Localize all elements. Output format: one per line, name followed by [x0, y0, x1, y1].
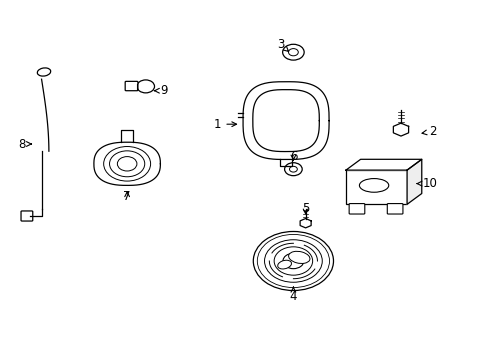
Text: 9: 9 — [154, 84, 167, 97]
FancyBboxPatch shape — [386, 204, 402, 214]
Circle shape — [289, 166, 297, 172]
Circle shape — [282, 44, 304, 60]
Text: 6: 6 — [289, 150, 297, 163]
Circle shape — [103, 147, 150, 181]
Text: 1: 1 — [213, 118, 236, 131]
Circle shape — [257, 234, 329, 288]
Circle shape — [284, 163, 302, 176]
Circle shape — [117, 157, 137, 171]
Ellipse shape — [359, 179, 388, 192]
Circle shape — [283, 253, 303, 269]
Polygon shape — [406, 159, 421, 204]
Circle shape — [109, 151, 144, 177]
Text: 3: 3 — [277, 39, 288, 51]
FancyBboxPatch shape — [346, 170, 406, 204]
Polygon shape — [346, 159, 421, 170]
Ellipse shape — [37, 68, 51, 76]
Text: 7: 7 — [123, 190, 131, 203]
Text: 2: 2 — [421, 125, 436, 138]
Circle shape — [274, 247, 312, 275]
Ellipse shape — [277, 260, 291, 269]
Text: 8: 8 — [18, 138, 31, 150]
FancyBboxPatch shape — [348, 204, 364, 214]
Circle shape — [288, 49, 298, 56]
Text: 10: 10 — [416, 177, 437, 190]
Text: 5: 5 — [301, 202, 309, 215]
Circle shape — [137, 80, 154, 93]
FancyBboxPatch shape — [125, 81, 138, 91]
Circle shape — [253, 231, 333, 291]
Text: 4: 4 — [289, 287, 297, 303]
Ellipse shape — [288, 251, 309, 264]
FancyBboxPatch shape — [21, 211, 33, 221]
Circle shape — [264, 240, 322, 282]
